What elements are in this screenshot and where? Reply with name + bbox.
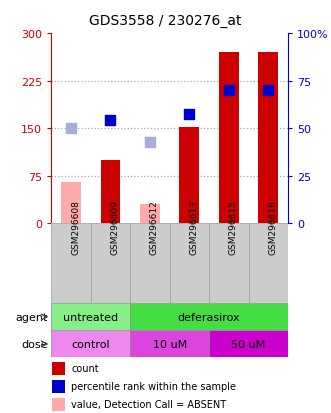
Text: control: control [71, 339, 110, 349]
Bar [51, 331, 130, 358]
Text: value, Detection Call = ABSENT: value, Detection Call = ABSENT [71, 399, 227, 409]
Bar [130, 331, 209, 358]
Text: 50 uM: 50 uM [231, 339, 266, 349]
Bar [169, 224, 209, 304]
Bar [51, 224, 91, 304]
Point [187, 111, 192, 118]
Bar [140, 205, 160, 224]
Point [265, 88, 271, 95]
Point [147, 140, 153, 146]
Text: 10 uM: 10 uM [153, 339, 187, 349]
Bar [130, 224, 169, 304]
Text: GSM296608: GSM296608 [71, 200, 80, 254]
Bar [52, 398, 65, 411]
Text: GSM296616: GSM296616 [268, 200, 277, 254]
Bar [259, 53, 278, 224]
Bar [61, 183, 81, 224]
Bar [130, 304, 288, 331]
Text: count: count [71, 363, 99, 373]
Point [108, 118, 113, 124]
Text: percentile rank within the sample: percentile rank within the sample [71, 381, 236, 391]
Bar [51, 304, 130, 331]
Text: GSM296613: GSM296613 [189, 200, 198, 254]
Text: GSM296615: GSM296615 [229, 200, 238, 254]
Bar [91, 224, 130, 304]
Bar [249, 224, 288, 304]
Text: untreated: untreated [63, 312, 118, 322]
Bar [52, 362, 65, 375]
Text: deferasirox: deferasirox [178, 312, 240, 322]
Bar [179, 128, 199, 224]
Bar [219, 53, 239, 224]
Bar [101, 161, 120, 224]
Text: GDS3558 / 230276_at: GDS3558 / 230276_at [89, 14, 242, 28]
Point [69, 126, 74, 133]
Point [226, 88, 231, 95]
Text: agent: agent [16, 312, 48, 322]
Bar [52, 380, 65, 393]
Bar [209, 224, 249, 304]
Bar [209, 331, 288, 358]
Text: GSM296609: GSM296609 [111, 200, 119, 254]
Text: dose: dose [22, 339, 48, 349]
Text: GSM296612: GSM296612 [150, 200, 159, 254]
